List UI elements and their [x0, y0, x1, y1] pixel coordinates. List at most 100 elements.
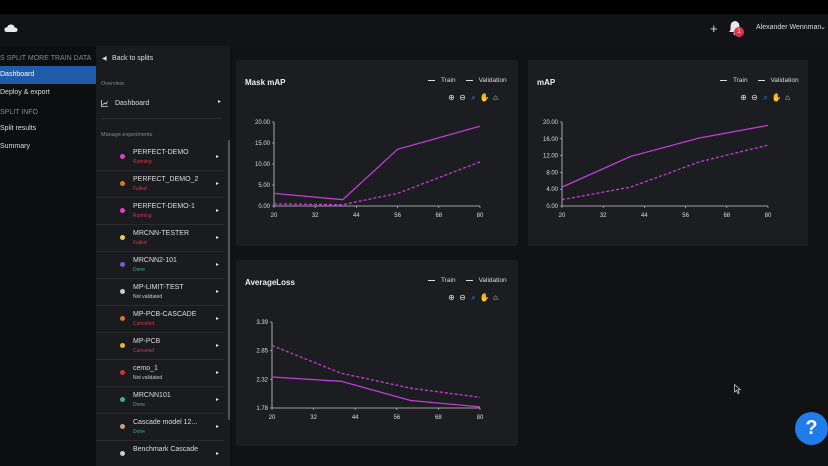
x-tick-label: 56 — [393, 415, 400, 421]
zoom-in-icon[interactable]: ⊕ — [448, 93, 455, 102]
status-dot-icon — [120, 208, 125, 213]
zoom-out-icon[interactable]: ⊖ — [459, 93, 466, 102]
series-line-validation[interactable] — [561, 144, 769, 201]
experiment-item[interactable]: PERFECT-DEMO-1 Running ▸ — [96, 198, 224, 225]
chart-title: mAP — [537, 78, 556, 87]
pan-hand-icon[interactable]: ✋ — [479, 293, 490, 302]
add-icon[interactable]: + — [710, 21, 718, 36]
experiment-item[interactable]: MP-LIMIT-TEST Not validated ▸ — [96, 279, 224, 306]
experiment-item[interactable]: MRCNN-TESTER Failed ▸ — [96, 225, 224, 252]
experiment-status: Running — [133, 213, 152, 219]
x-tick-label: 32 — [310, 415, 317, 421]
y-tick-label: 12.00 — [543, 154, 559, 160]
user-name[interactable]: Alexander Wennman — [756, 24, 822, 31]
home-icon[interactable]: ⌂ — [493, 293, 498, 302]
chevron-right-icon: ▸ — [216, 370, 220, 376]
experiment-name: Cascade model 12... — [133, 419, 198, 426]
experiment-name: MRCNN-TESTER — [133, 230, 189, 237]
scrollbar[interactable] — [228, 140, 230, 420]
nav-item-deploy-export[interactable]: Deploy & export — [0, 89, 50, 96]
zoom-out-icon[interactable]: ⊖ — [751, 93, 758, 102]
series-line-train[interactable] — [271, 376, 481, 408]
experiment-item[interactable]: MP-PCB Canceled ▸ — [96, 333, 224, 360]
pan-hand-icon[interactable]: ✋ — [479, 93, 490, 102]
y-tick-label: 15.00 — [255, 141, 271, 147]
experiment-name: PERFECT-DEMO — [133, 149, 189, 156]
experiment-item[interactable]: cemo_1 Not validated ▸ — [96, 360, 224, 387]
overview-dashboard-item[interactable]: Dashboard ▸ — [101, 98, 221, 112]
chevron-right-icon: ▸ — [216, 154, 220, 160]
legend-validation[interactable]: Validation — [478, 77, 507, 84]
y-tick-label: 16.00 — [543, 137, 559, 143]
home-icon[interactable]: ⌂ — [785, 93, 790, 102]
chevron-right-icon: ▸ — [216, 451, 220, 457]
x-tick-label: 56 — [394, 213, 401, 219]
chevron-right-icon: ▸ — [216, 397, 220, 403]
experiment-status: Not validated — [133, 294, 163, 300]
chart-title: AverageLoss — [245, 278, 295, 287]
chevron-right-icon: ▸ — [216, 424, 220, 430]
help-button[interactable]: ? — [795, 412, 828, 445]
experiment-item[interactable]: MP-PCB-CASCADE Canceled ▸ — [96, 306, 224, 333]
zoom-out-icon[interactable]: ⊖ — [459, 293, 466, 302]
experiment-status: Done — [133, 429, 145, 435]
status-dot-icon — [120, 451, 125, 456]
zoom-in-icon[interactable]: ⊕ — [740, 93, 747, 102]
experiment-item[interactable]: MRCNN101 Done ▸ — [96, 387, 224, 414]
chart-icon — [101, 100, 108, 107]
legend-train[interactable]: Train — [441, 77, 456, 84]
y-tick-label: 3.39 — [256, 320, 268, 326]
chevron-right-icon: ▸ — [216, 316, 220, 322]
experiment-status: Failed — [133, 186, 147, 192]
zoom-in-icon[interactable]: ⊕ — [448, 293, 455, 302]
x-tick-label: 20 — [271, 213, 278, 219]
chevron-down-icon[interactable]: ⌄ — [820, 24, 826, 31]
pan-hand-icon[interactable]: ✋ — [771, 93, 782, 102]
nav-item-split-results[interactable]: Split results — [0, 125, 37, 132]
x-tick-label: 68 — [435, 213, 442, 219]
series-line-train[interactable] — [561, 124, 769, 188]
arrow-left-icon: ◀ — [102, 56, 107, 62]
magnifier-icon[interactable]: ⌕ — [471, 93, 476, 102]
series-line-validation[interactable] — [273, 161, 481, 206]
magnifier-icon[interactable]: ⌕ — [763, 93, 768, 102]
magnifier-icon[interactable]: ⌕ — [471, 293, 476, 302]
project-header: S SPLIT MORE TRAIN DATA — [0, 55, 92, 62]
legend-train[interactable]: Train — [441, 277, 456, 284]
experiment-item[interactable]: Cascade model 12... Done ▸ — [96, 414, 224, 441]
cloud-logo-icon[interactable] — [4, 23, 18, 33]
experiment-item[interactable]: PERFECT-DEMO Running ▸ — [96, 144, 224, 171]
chevron-right-icon: ▸ — [216, 235, 220, 241]
x-tick-label: 44 — [353, 213, 360, 219]
legend-validation[interactable]: Validation — [770, 77, 799, 84]
chart-toolbar: ⊕ ⊖ ⌕ ✋ ⌂ — [738, 93, 793, 103]
manage-experiments-label: Manage experiments — [101, 132, 153, 138]
series-line-validation[interactable] — [271, 344, 481, 398]
x-tick-label: 32 — [312, 213, 319, 219]
nav-item-summary[interactable]: Summary — [0, 143, 30, 150]
legend-validation[interactable]: Validation — [478, 277, 507, 284]
status-dot-icon — [120, 424, 125, 429]
series-line-train[interactable] — [273, 125, 481, 201]
x-tick-label: 68 — [723, 213, 730, 219]
status-dot-icon — [120, 370, 125, 375]
legend-train[interactable]: Train — [733, 77, 748, 84]
x-tick-label: 20 — [269, 415, 276, 421]
y-tick-label: 20.00 — [255, 120, 271, 126]
chart-card-average-loss: AverageLoss Train Validation ⊕ ⊖ ⌕ ✋ ⌂ 3.39 2.… — [236, 260, 518, 446]
experiment-item[interactable]: Benchmark Cascade ▸ — [96, 441, 224, 466]
back-to-splits-link[interactable]: ◀ Back to splits — [102, 55, 153, 62]
status-dot-icon — [120, 235, 125, 240]
home-icon[interactable]: ⌂ — [493, 93, 498, 102]
experiment-item[interactable]: PERFECT_DEMO_2 Failed ▸ — [96, 171, 224, 198]
experiment-list: PERFECT-DEMO Running ▸ PERFECT_DEMO_2 Failed… — [96, 144, 230, 466]
experiment-item[interactable]: MRCNN2-101 Done ▸ — [96, 252, 224, 279]
nav-item-dashboard[interactable]: Dashboard — [0, 66, 96, 84]
experiment-name: Benchmark Cascade — [133, 446, 198, 453]
experiment-name: MP-PCB-CASCADE — [133, 311, 197, 318]
status-dot-icon — [120, 154, 125, 159]
chart-toolbar: ⊕ ⊖ ⌕ ✋ ⌂ — [446, 93, 501, 103]
chart-title: Mask mAP — [245, 78, 286, 87]
experiment-status: Done — [133, 267, 145, 273]
